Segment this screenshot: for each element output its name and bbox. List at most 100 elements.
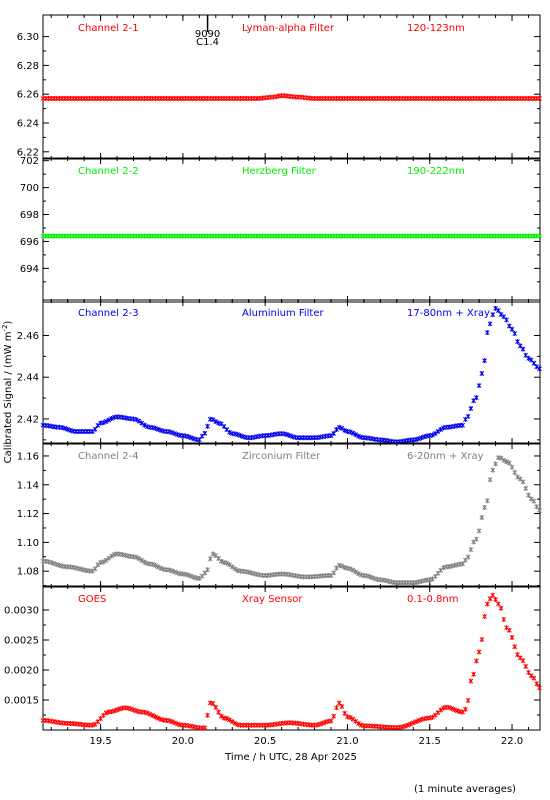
data-point xyxy=(169,719,175,725)
data-point xyxy=(487,477,493,483)
panel-title-1: Zirconium Filter xyxy=(242,451,321,462)
data-point xyxy=(103,419,109,425)
panel-channel-2-3: 2.42 2.44 2.46 Channel 2-3 Aluminium Filter 1… xyxy=(17,299,542,445)
panel-goes: 0.0015 0.0020 0.0025 0.0030 GOES Xray Sensor 0… xyxy=(4,585,542,747)
flare-marker-id: 9090 xyxy=(195,29,220,40)
y-tick-label: 0.0020 xyxy=(4,666,39,677)
panel-title-1: Aluminium Filter xyxy=(242,308,325,319)
y-tick-label: 2.46 xyxy=(17,331,39,342)
data-point xyxy=(186,434,191,440)
data-point xyxy=(90,568,95,574)
data-point xyxy=(495,601,501,607)
data-point xyxy=(155,715,161,721)
data-point xyxy=(347,714,353,720)
data-point xyxy=(100,559,106,565)
data-point xyxy=(410,720,416,726)
panel-frame xyxy=(42,299,541,445)
data-point xyxy=(205,712,210,718)
x-tick-label: 21.0 xyxy=(336,736,358,747)
data-point xyxy=(528,496,534,502)
series-points xyxy=(40,93,542,102)
data-point xyxy=(210,551,216,557)
panel-title-0: Channel 2-1 xyxy=(78,23,139,34)
data-point xyxy=(186,572,191,578)
panel-frame xyxy=(42,442,541,588)
data-point xyxy=(416,436,422,442)
y-axis-label-main: Calibrated Signal / (mW m xyxy=(3,332,14,464)
data-point xyxy=(449,705,455,711)
y-tick-label: 1.16 xyxy=(17,451,39,462)
panel-channel-2-4: 1.08 1.10 1.12 1.14 1.16 Channel 2-4 Zirconium… xyxy=(17,442,542,588)
data-point xyxy=(111,708,117,714)
data-point xyxy=(490,592,496,598)
data-point xyxy=(531,360,537,366)
x-tick-label: 20.5 xyxy=(254,736,276,747)
data-point xyxy=(413,719,419,725)
data-point xyxy=(172,569,178,575)
data-point xyxy=(207,556,213,562)
data-point xyxy=(498,312,504,318)
data-point xyxy=(114,707,120,713)
data-point xyxy=(441,705,446,711)
data-point xyxy=(142,559,147,565)
panel-title-1: Herzberg Filter xyxy=(242,166,317,177)
data-point xyxy=(155,426,161,432)
x-tick-label: 20.0 xyxy=(172,736,194,747)
panel-title-2: 6-20nm + Xray xyxy=(407,451,484,462)
data-point xyxy=(109,415,114,421)
data-point xyxy=(191,574,197,580)
panel-frame xyxy=(42,157,541,303)
data-point xyxy=(484,498,490,504)
data-point xyxy=(523,663,529,669)
data-point xyxy=(476,528,482,534)
data-point xyxy=(218,558,224,564)
data-point xyxy=(526,355,531,361)
data-point xyxy=(353,432,359,438)
data-point xyxy=(92,566,98,572)
data-point xyxy=(90,428,95,434)
data-point xyxy=(339,425,345,431)
y-tick-label: 1.14 xyxy=(17,480,39,491)
data-point xyxy=(142,422,147,428)
data-point xyxy=(334,426,339,432)
flare-marker-class: C1.4 xyxy=(196,37,219,48)
data-point xyxy=(235,432,241,438)
data-point xyxy=(139,420,145,426)
data-point xyxy=(139,557,145,563)
data-point xyxy=(490,467,496,473)
data-point xyxy=(65,426,71,432)
y-tick-label: 6.22 xyxy=(17,147,39,158)
data-point xyxy=(430,714,435,720)
data-point xyxy=(520,658,526,664)
data-point xyxy=(512,470,518,475)
data-point xyxy=(95,422,101,428)
data-point xyxy=(175,721,180,727)
data-point xyxy=(528,673,534,679)
data-point xyxy=(183,571,188,577)
data-point xyxy=(460,561,466,567)
panel-title-2: 120-123nm xyxy=(407,23,465,34)
data-point xyxy=(427,715,433,721)
data-point xyxy=(402,723,408,729)
x-tick-label: 21.5 xyxy=(419,736,441,747)
data-point xyxy=(150,561,156,567)
data-point xyxy=(520,346,526,352)
data-point xyxy=(416,717,422,723)
data-point xyxy=(106,555,112,561)
y-tick-label: 6.24 xyxy=(17,119,39,130)
data-point xyxy=(509,464,515,470)
data-point xyxy=(479,514,485,520)
data-point xyxy=(493,305,498,311)
data-point xyxy=(331,430,337,436)
data-point xyxy=(369,575,375,581)
data-point xyxy=(172,720,178,726)
data-point xyxy=(479,371,485,377)
data-point xyxy=(468,406,474,412)
data-point xyxy=(427,577,433,583)
data-point xyxy=(430,432,435,438)
panel-title-0: Channel 2-2 xyxy=(78,166,139,177)
data-point xyxy=(353,569,359,575)
y-tick-label: 700 xyxy=(20,183,39,194)
data-point xyxy=(287,433,293,439)
data-point xyxy=(512,331,518,337)
